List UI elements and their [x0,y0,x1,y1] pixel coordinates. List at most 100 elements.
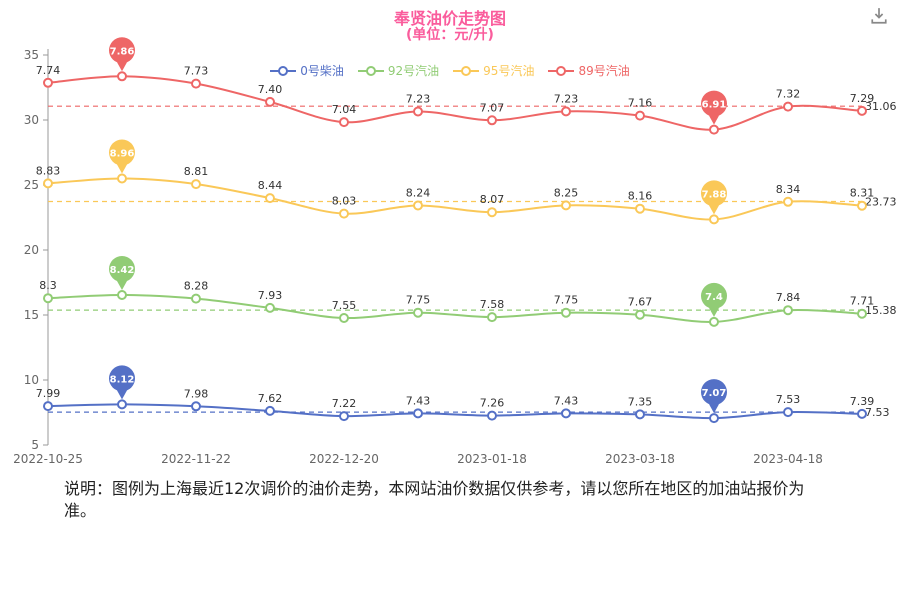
data-point[interactable] [265,193,275,204]
data-point[interactable] [265,302,275,313]
series-0: 7.53 7.99 8.12 7.98 7.62 7.22 7.43 7.26 7.43 7.35… [36,365,890,424]
point-label: 8.81 [184,165,209,178]
min-marker [701,90,727,117]
x-tick-label: 2022-10-25 [13,452,83,466]
data-point[interactable] [487,207,497,218]
data-point[interactable] [561,408,571,419]
data-point[interactable] [265,405,275,416]
point-label: 7.93 [258,289,283,302]
max-marker [117,281,127,290]
markline-label: 7.53 [865,406,890,419]
data-point[interactable] [413,307,423,318]
legend-label: 95号汽油 [483,64,535,78]
data-point[interactable] [191,78,201,89]
point-label: 8.24 [406,187,431,200]
min-marker [709,307,719,317]
series-line [47,75,863,131]
markline-label: 31.06 [865,100,897,113]
point-label: 7.23 [554,92,579,105]
data-point[interactable] [339,313,349,323]
data-point[interactable] [191,179,201,190]
max-marker [109,37,135,64]
data-point[interactable] [413,408,423,419]
data-point[interactable] [339,208,349,219]
data-point[interactable] [413,106,423,117]
data-point[interactable] [709,214,719,225]
point-label: 7.43 [554,394,579,407]
data-point[interactable] [709,316,719,327]
point-label: 8.3 [39,279,57,292]
data-point[interactable] [43,77,53,88]
data-point[interactable] [339,411,349,422]
markline-label: 15.38 [865,304,897,317]
data-point[interactable] [43,401,53,412]
data-point[interactable] [117,71,127,82]
data-point[interactable] [487,410,497,421]
max-marker [117,62,127,72]
data-point[interactable] [635,309,645,320]
data-point[interactable] [413,200,423,211]
y-tick-label: 15 [24,308,39,322]
marker-value: 6.91 [702,100,727,111]
data-point[interactable] [635,409,645,420]
data-point[interactable] [857,105,867,116]
legend-item-3[interactable]: 89号汽油 [548,62,630,79]
chart-legend: 0号柴油 92号汽油 95号汽油 89号汽油 [0,62,900,79]
point-label: 7.23 [406,93,431,106]
point-label: 8.83 [36,164,61,177]
max-marker [117,164,127,174]
data-point[interactable] [709,413,719,424]
point-label: 7.84 [776,291,801,304]
point-label: 7.53 [776,393,801,406]
data-point[interactable] [191,293,201,304]
data-point[interactable] [43,178,53,189]
point-label: 8.25 [554,186,579,199]
series-3: 31.06 7.74 7.86 7.73 7.40 7.04 7.23 7.07 7.23 7.1… [36,37,897,135]
data-point[interactable] [117,399,127,410]
data-point[interactable] [487,115,497,126]
max-marker [117,390,127,400]
data-point[interactable] [783,196,793,207]
save-image-button[interactable] [868,6,890,28]
data-point[interactable] [635,110,645,121]
legend-item-0[interactable]: 0号柴油 [270,62,344,79]
data-point[interactable] [487,312,497,323]
series-line [47,177,863,221]
y-tick-label: 25 [24,178,39,192]
data-point[interactable] [339,117,349,128]
data-point[interactable] [561,307,571,318]
y-tick-label: 30 [24,113,39,127]
point-label: 7.58 [480,298,505,311]
point-label: 8.07 [480,193,505,206]
data-point[interactable] [783,305,793,316]
data-point[interactable] [561,200,571,211]
data-point[interactable] [43,293,53,304]
data-point[interactable] [635,203,645,214]
legend-label: 89号汽油 [578,64,630,78]
chart-title: 奉贤油价走势图 [393,9,506,28]
data-point[interactable] [783,407,793,418]
data-point[interactable] [117,290,127,300]
legend-item-1[interactable]: 92号汽油 [357,62,439,79]
legend-item-2[interactable]: 95号汽油 [453,62,534,79]
data-point[interactable] [265,96,275,107]
data-point[interactable] [783,101,793,112]
download-icon [871,7,887,24]
data-point[interactable] [857,200,867,211]
point-label: 8.34 [776,183,801,196]
point-label: 7.75 [554,294,579,307]
data-point[interactable] [709,124,719,135]
legend-line-icon [548,65,575,76]
marker-value: 8.96 [110,149,135,160]
point-label: 7.16 [628,97,653,110]
data-point[interactable] [191,401,201,412]
point-label: 7.07 [480,101,505,114]
x-tick-label: 2022-12-20 [309,452,379,466]
data-point[interactable] [117,173,127,184]
data-point[interactable] [857,408,867,419]
point-label: 7.22 [332,397,357,410]
data-point[interactable] [857,308,867,319]
data-point[interactable] [561,106,571,117]
